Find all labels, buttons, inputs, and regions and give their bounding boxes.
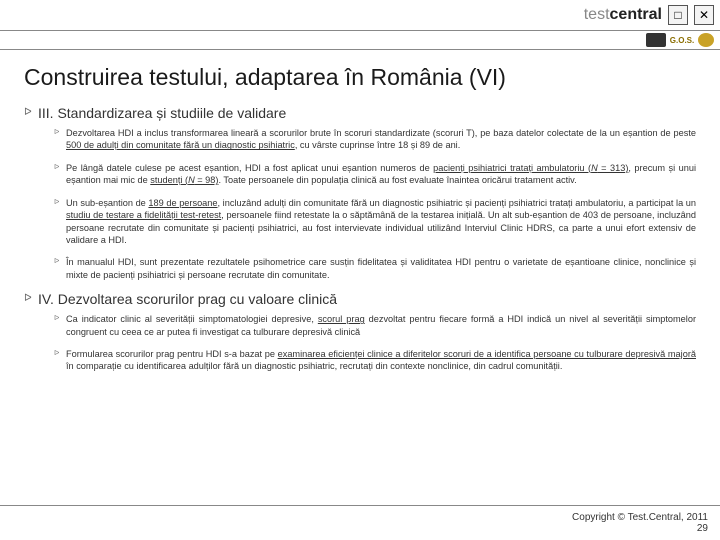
header-bar: testcentral □ ✕ <box>0 0 720 31</box>
list-item: Ca indicator clinic al severității simpt… <box>54 313 696 338</box>
brand-dark: central <box>610 6 662 23</box>
section-4-heading: IV. Dezvoltarea scorurilor prag cu valoa… <box>24 291 696 307</box>
list-item: În manualul HDI, sunt prezentate rezulta… <box>54 256 696 281</box>
brand: testcentral □ ✕ <box>584 5 714 25</box>
section-3-list: Dezvoltarea HDI a inclus transformarea l… <box>24 127 696 281</box>
brand-light: test <box>584 6 610 23</box>
section-4-list: Ca indicator clinic al severității simpt… <box>24 313 696 373</box>
partner-logo-1-icon <box>646 33 666 47</box>
copyright-text: Copyright © Test.Central, 2011 <box>572 512 708 523</box>
footer-rule <box>0 505 720 506</box>
page-title: Construirea testului, adaptarea în Român… <box>24 64 696 91</box>
list-item: Un sub-eșantion de 189 de persoane, incl… <box>54 197 696 247</box>
footer: Copyright © Test.Central, 2011 29 <box>572 512 708 534</box>
page-number: 29 <box>572 523 708 534</box>
list-item: Dezvoltarea HDI a inclus transformarea l… <box>54 127 696 152</box>
slide-content: Construirea testului, adaptarea în Român… <box>0 50 720 373</box>
sub-header-bar: G.O.S. <box>0 31 720 50</box>
partner-logo-gos: G.O.S. <box>672 33 692 47</box>
list-item: Pe lângă datele culese pe acest eșantion… <box>54 162 696 187</box>
brand-text: testcentral <box>584 6 662 24</box>
window-box-icon[interactable]: □ <box>668 5 688 25</box>
partner-logo-3-icon <box>698 33 714 47</box>
section-3-heading: III. Standardizarea și studiile de valid… <box>24 105 696 121</box>
close-icon[interactable]: ✕ <box>694 5 714 25</box>
list-item: Formularea scorurilor prag pentru HDI s-… <box>54 348 696 373</box>
